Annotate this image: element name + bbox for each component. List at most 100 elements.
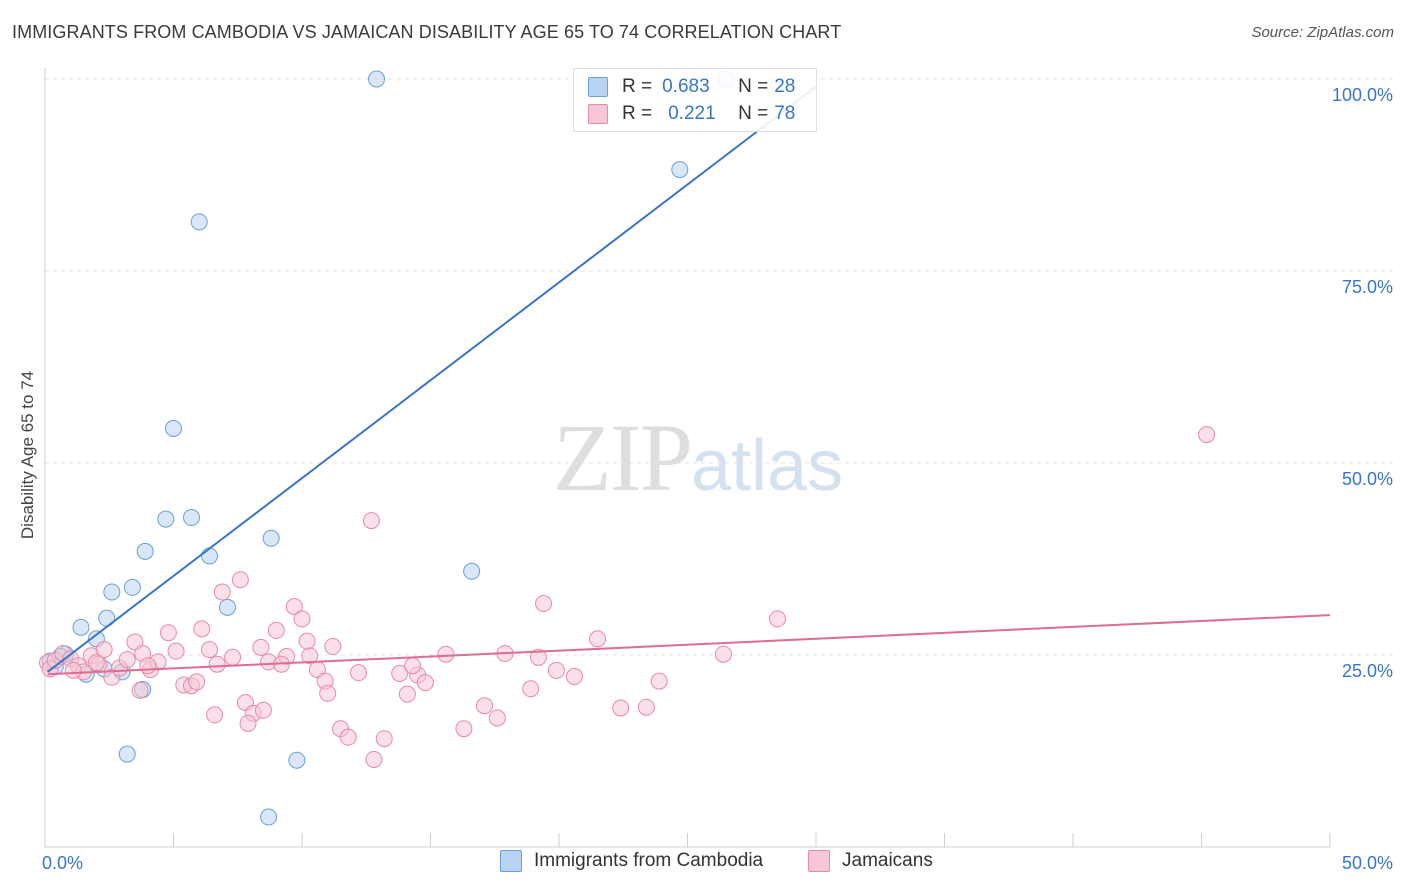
jamaicans-point xyxy=(231,571,249,589)
legend-r-value-jamaicans: 0.221 xyxy=(668,103,716,124)
y-tick-label: 100.0% xyxy=(1332,85,1393,105)
jamaicans-point xyxy=(637,698,655,716)
jamaicans-point xyxy=(350,664,368,682)
legend-swatch-cambodia xyxy=(500,850,522,872)
jamaicans-point xyxy=(339,728,357,746)
legend-n-value-cambodia: 28 xyxy=(774,76,796,97)
jamaicans-point xyxy=(139,657,157,675)
legend-n-key: N = xyxy=(738,76,769,97)
series-legend: Immigrants from Cambodia Jamaicans xyxy=(0,850,1406,878)
cambodia-point xyxy=(72,618,90,636)
legend-swatch-jamaicans xyxy=(808,850,830,872)
jamaicans-point xyxy=(64,661,82,679)
legend-row-jamaicans: R = 0.221 N = 78 xyxy=(588,102,795,126)
jamaicans-point xyxy=(375,730,393,748)
jamaicans-point xyxy=(612,699,630,717)
y-tick-label: 50.0% xyxy=(1342,469,1393,489)
jamaicans-point xyxy=(208,655,226,673)
jamaicans-point xyxy=(547,661,565,679)
cambodia-point xyxy=(288,751,306,769)
cambodia-point xyxy=(463,562,481,580)
jamaicans-point xyxy=(224,648,242,666)
jamaicans-point xyxy=(324,638,342,656)
jamaicans-point xyxy=(131,681,149,699)
jamaicans-point xyxy=(267,621,285,639)
jamaicans-point xyxy=(365,750,383,768)
jamaicans-point xyxy=(404,657,422,675)
cambodia-point xyxy=(136,542,154,560)
jamaicans-point xyxy=(193,620,211,638)
watermark-zip: ZIP xyxy=(553,404,693,511)
jamaicans-trendline xyxy=(47,614,1331,676)
jamaicans-point xyxy=(87,654,105,672)
jamaicans-point xyxy=(535,595,553,613)
jamaicans-point xyxy=(529,648,547,666)
jamaicans-point xyxy=(206,706,224,724)
jamaicans-point xyxy=(398,685,416,703)
jamaicans-point xyxy=(416,674,434,692)
jamaicans-point xyxy=(95,641,113,659)
jamaicans-point xyxy=(455,720,473,738)
legend-swatch-cambodia xyxy=(588,77,608,97)
correlation-legend: R = 0.683 N = 28 R = 0.221 N = 78 xyxy=(573,68,817,132)
jamaicans-point xyxy=(159,624,177,642)
jamaicans-point xyxy=(252,638,270,656)
jamaicans-point xyxy=(285,598,303,616)
legend-swatch-jamaicans xyxy=(588,104,608,124)
cambodia-point xyxy=(118,745,136,763)
cambodia-point xyxy=(218,598,236,616)
legend-n-value-jamaicans: 78 xyxy=(774,103,796,124)
jamaicans-point xyxy=(298,632,316,650)
legend-r-key: R = xyxy=(622,103,653,124)
jamaicans-point xyxy=(565,668,583,686)
cambodia-point xyxy=(182,509,200,527)
jamaicans-point xyxy=(1198,426,1216,444)
jamaicans-point xyxy=(200,641,218,659)
jamaicans-point xyxy=(239,714,257,732)
jamaicans-point xyxy=(167,642,185,660)
cambodia-point xyxy=(260,808,278,826)
watermark-atlas: atlas xyxy=(691,426,844,506)
jamaicans-point xyxy=(475,697,493,715)
cambodia-point xyxy=(165,419,182,437)
legend-item-cambodia: Immigrants from Cambodia xyxy=(500,850,763,872)
source-credit: Source: ZipAtlas.com xyxy=(1251,24,1394,41)
legend-label-jamaicans: Jamaicans xyxy=(842,850,933,871)
x-tick-label: 0.0% xyxy=(42,853,83,873)
jamaicans-point xyxy=(254,701,272,719)
jamaicans-point xyxy=(488,709,506,727)
legend-item-jamaicans: Jamaicans xyxy=(808,850,933,872)
legend-label-cambodia: Immigrants from Cambodia xyxy=(534,850,764,871)
x-tick-label: 50.0% xyxy=(1342,853,1393,873)
legend-r-key: R = xyxy=(622,76,653,97)
cambodia-point xyxy=(368,70,386,88)
cambodia-point xyxy=(103,583,121,601)
chart-title: IMMIGRANTS FROM CAMBODIA VS JAMAICAN DIS… xyxy=(12,22,842,42)
cambodia-point xyxy=(157,510,175,528)
cambodia-trendline xyxy=(46,85,817,673)
cambodia-point xyxy=(190,213,208,231)
jamaicans-point xyxy=(391,664,409,682)
y-tick-label: 25.0% xyxy=(1342,661,1393,681)
cambodia-point xyxy=(671,161,689,179)
jamaicans-point xyxy=(188,673,206,691)
jamaicans-point xyxy=(522,680,540,698)
jamaicans-point xyxy=(650,672,668,690)
jamaicans-point xyxy=(589,630,607,648)
jamaicans-point xyxy=(118,651,136,669)
jamaicans-point xyxy=(362,512,380,530)
watermark: ZIPatlas xyxy=(553,402,843,513)
jamaicans-point xyxy=(293,610,311,628)
jamaicans-point xyxy=(768,610,786,628)
legend-n-key: N = xyxy=(738,103,769,124)
cambodia-point xyxy=(262,529,280,547)
jamaicans-point xyxy=(437,645,455,663)
jamaicans-point xyxy=(213,583,231,601)
legend-r-value-cambodia: 0.683 xyxy=(662,76,710,97)
jamaicans-point xyxy=(319,684,337,702)
cambodia-point xyxy=(200,547,218,565)
jamaicans-point xyxy=(714,645,732,663)
legend-row-cambodia: R = 0.683 N = 28 xyxy=(588,75,795,99)
cambodia-point xyxy=(123,578,141,596)
